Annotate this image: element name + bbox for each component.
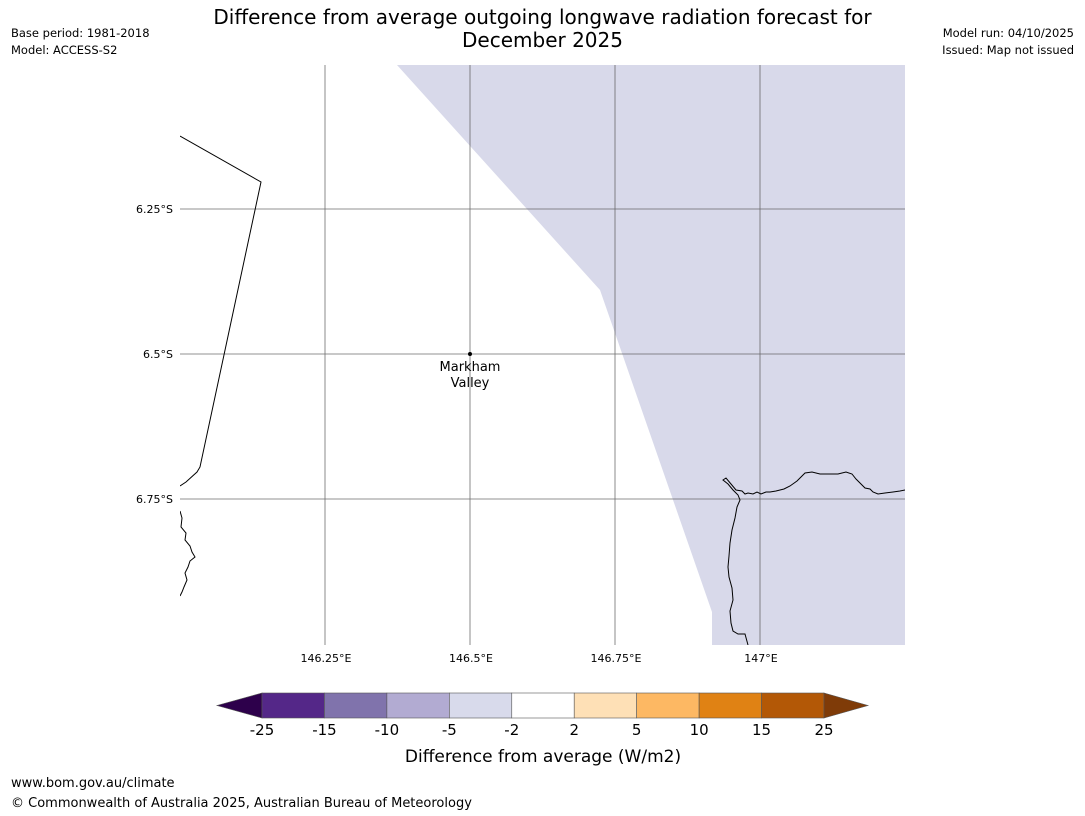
lon-label: 146.75°E bbox=[591, 652, 642, 665]
colorbar-segment bbox=[324, 692, 388, 719]
lat-label: 6.75°S bbox=[136, 493, 173, 506]
base-period: Base period: 1981-2018 bbox=[11, 26, 150, 40]
colorbar-tick-label: -25 bbox=[250, 721, 275, 739]
lat-label: 6.5°S bbox=[143, 348, 173, 361]
colorbar-segment bbox=[261, 692, 325, 719]
issued-status: Issued: Map not issued bbox=[942, 43, 1074, 57]
location-marker bbox=[468, 352, 472, 356]
lon-label: 146.5°E bbox=[449, 652, 493, 665]
location-name-line-2: Valley bbox=[451, 376, 490, 391]
colorbar-tick-label: -15 bbox=[312, 721, 337, 739]
colorbar-segment bbox=[698, 692, 762, 719]
colorbar-under-arrow bbox=[215, 692, 263, 719]
colorbar-tick-label: -10 bbox=[375, 721, 400, 739]
colorbar-tick-label: -2 bbox=[504, 721, 519, 739]
colorbar-segment bbox=[573, 692, 637, 719]
coastline-west bbox=[180, 510, 196, 597]
coastline-east bbox=[722, 471, 905, 645]
shaded-anomaly-region bbox=[397, 65, 905, 645]
model-name: Model: ACCESS-S2 bbox=[11, 43, 118, 57]
lat-label: 6.25°S bbox=[136, 203, 173, 216]
footer-url: www.bom.gov.au/climate bbox=[11, 776, 175, 791]
lon-label: 146.25°E bbox=[301, 652, 352, 665]
colorbar-tick-label: -5 bbox=[442, 721, 457, 739]
colorbar-segment bbox=[511, 692, 575, 719]
colorbar-label: Difference from average (W/m2) bbox=[405, 747, 681, 767]
meta-left: Base period: 1981-2018 Model: ACCESS-S2 bbox=[11, 25, 150, 59]
colorbar-segment bbox=[761, 692, 825, 719]
colorbar-segment bbox=[449, 692, 513, 719]
title-line-1: Difference from average outgoing longwav… bbox=[213, 5, 872, 29]
colorbar-tick-label: 5 bbox=[632, 721, 642, 739]
colorbar-over-arrow bbox=[823, 692, 870, 719]
map-area bbox=[180, 65, 905, 645]
meta-right: Model run: 04/10/2025 Issued: Map not is… bbox=[942, 25, 1074, 59]
colorbar-segment bbox=[636, 692, 700, 719]
title-line-2: December 2025 bbox=[462, 28, 623, 52]
map-title: Difference from average outgoing longwav… bbox=[0, 6, 1085, 52]
colorbar-tick-label: 25 bbox=[814, 721, 833, 739]
lon-label: 147°E bbox=[744, 652, 777, 665]
colorbar-tick-label: 2 bbox=[569, 721, 579, 739]
colorbar-segment bbox=[386, 692, 450, 719]
footer-copyright: © Commonwealth of Australia 2025, Austra… bbox=[11, 796, 472, 811]
colorbar-tick-label: 15 bbox=[752, 721, 771, 739]
colorbar-tick-label: 10 bbox=[690, 721, 709, 739]
colorbar: -25 -15 -10 -5 -2 2 5 10 15 25 bbox=[215, 692, 870, 739]
footer: www.bom.gov.au/climate © Commonwealth of… bbox=[11, 774, 472, 814]
border-line bbox=[180, 135, 262, 487]
location-name-line-1: Markham bbox=[440, 360, 501, 375]
model-run: Model run: 04/10/2025 bbox=[942, 26, 1074, 40]
